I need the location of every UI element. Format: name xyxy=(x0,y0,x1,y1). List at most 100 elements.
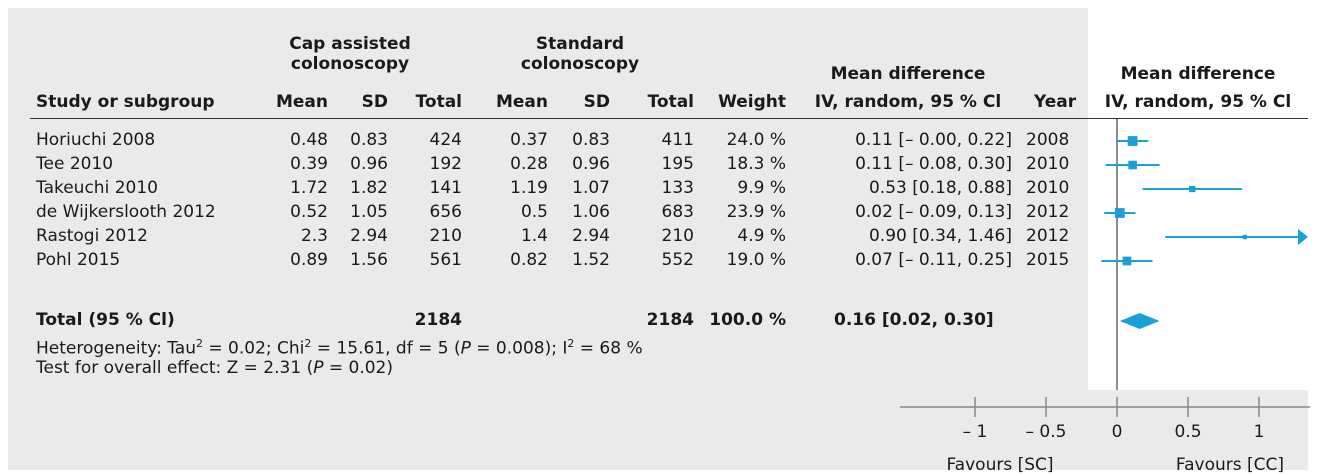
exp-sd: 1.82 xyxy=(350,178,388,198)
weight-value: 4.9 % xyxy=(737,226,786,246)
exp-total: 656 xyxy=(429,202,462,222)
column-header-year: Year xyxy=(1034,92,1077,112)
x-tick-label: 0.5 xyxy=(1174,422,1201,442)
ctl-mean: 1.19 xyxy=(510,178,548,198)
exp-sd: 0.83 xyxy=(350,130,388,150)
plot-column-title: Mean difference xyxy=(1120,64,1276,84)
study-name: de Wijkerslooth 2012 xyxy=(36,202,216,222)
ctl-sd: 0.96 xyxy=(572,154,610,174)
ctl-total: 195 xyxy=(661,154,694,174)
x-tick-label: – 1 xyxy=(963,422,988,442)
total-weight: 100.0 % xyxy=(709,310,786,330)
x-tick-label: 1 xyxy=(1254,422,1265,442)
year-value: 2015 xyxy=(1026,250,1070,270)
total-label: Total (95 % Cl) xyxy=(36,310,175,330)
study-marker xyxy=(1114,208,1125,218)
ctl-mean: 0.82 xyxy=(510,250,548,270)
ctl-sd: 1.07 xyxy=(572,178,610,198)
exp-mean: 1.72 xyxy=(290,178,328,198)
control-group-subtitle: colonoscopy xyxy=(520,54,640,74)
year-value: 2012 xyxy=(1026,226,1070,246)
pooled-diamond xyxy=(1119,313,1160,329)
exp-mean: 0.52 xyxy=(290,202,328,222)
ctl-total: 411 xyxy=(661,130,694,150)
md-ci-text: 0.07 [– 0.11, 0.25] xyxy=(855,250,1012,270)
ctl-sd: 1.06 xyxy=(572,202,610,222)
column-header-study: Study or subgroup xyxy=(36,92,215,112)
total-ctl: 2184 xyxy=(646,310,694,330)
column-header-exp-sd: SD xyxy=(361,92,388,112)
weight-value: 24.0 % xyxy=(726,130,786,150)
study-marker xyxy=(1242,234,1248,240)
exp-sd: 0.96 xyxy=(350,154,388,174)
year-value: 2008 xyxy=(1026,130,1070,150)
column-header-weight: Weight xyxy=(718,92,786,112)
study-name: Takeuchi 2010 xyxy=(36,178,158,198)
md-ci-text: 0.11 [– 0.00, 0.22] xyxy=(855,130,1012,150)
x-tick-label: – 0.5 xyxy=(1026,422,1067,442)
experimental-group-subtitle: colonoscopy xyxy=(290,54,410,74)
study-name: Rastogi 2012 xyxy=(36,226,148,246)
year-value: 2010 xyxy=(1026,154,1070,174)
column-header-ctl-sd: SD xyxy=(583,92,610,112)
ctl-sd: 2.94 xyxy=(572,226,610,246)
column-header-ctl-mean: Mean xyxy=(495,92,548,112)
year-value: 2012 xyxy=(1026,202,1070,222)
weight-value: 9.9 % xyxy=(737,178,786,198)
exp-total: 424 xyxy=(429,130,462,150)
ci-arrow xyxy=(1298,229,1308,245)
exp-total: 210 xyxy=(429,226,462,246)
study-name: Pohl 2015 xyxy=(36,250,121,270)
total-exp: 2184 xyxy=(414,310,462,330)
column-header-exp-total: Total xyxy=(415,92,462,112)
column-header-plot-method: IV, random, 95 % Cl xyxy=(1104,92,1292,112)
ctl-total: 552 xyxy=(661,250,694,270)
study-name: Tee 2010 xyxy=(36,154,114,174)
ctl-total: 683 xyxy=(661,202,694,222)
favours-right-label: Favours [CC] xyxy=(1176,455,1284,474)
column-header-exp-mean: Mean xyxy=(275,92,328,112)
header-separator xyxy=(30,118,1308,119)
exp-total: 141 xyxy=(429,178,462,198)
experimental-group-title: Cap assisted xyxy=(289,34,411,54)
column-header-ctl-total: Total xyxy=(647,92,694,112)
exp-mean: 0.39 xyxy=(290,154,328,174)
ctl-sd: 1.52 xyxy=(572,250,610,270)
ctl-mean: 0.5 xyxy=(520,202,548,222)
exp-mean: 0.48 xyxy=(290,130,328,150)
study-name: Horiuchi 2008 xyxy=(36,130,156,150)
year-value: 2010 xyxy=(1026,178,1070,198)
ctl-mean: 0.37 xyxy=(510,130,548,150)
ctl-mean: 0.28 xyxy=(510,154,548,174)
study-marker xyxy=(1122,256,1132,266)
exp-total: 561 xyxy=(429,250,462,270)
exp-sd: 1.05 xyxy=(350,202,388,222)
exp-sd: 2.94 xyxy=(350,226,388,246)
x-tick-label: 0 xyxy=(1112,422,1123,442)
study-marker xyxy=(1189,185,1196,193)
heterogeneity-text: Heterogeneity: Tau2 = 0.02; Chi2 = 15.61… xyxy=(36,337,643,359)
column-header-md-method: IV, random, 95 % Cl xyxy=(814,92,1002,112)
exp-total: 192 xyxy=(429,154,462,174)
forest-plot-panel xyxy=(1088,8,1308,390)
md-ci-text: 0.90 [0.34, 1.46] xyxy=(868,226,1012,246)
weight-value: 19.0 % xyxy=(726,250,786,270)
md-ci-text: 0.11 [– 0.08, 0.30] xyxy=(855,154,1012,174)
ctl-total: 210 xyxy=(661,226,694,246)
exp-sd: 1.56 xyxy=(350,250,388,270)
exp-mean: 2.3 xyxy=(300,226,328,246)
md-ci-text: 0.02 [– 0.09, 0.13] xyxy=(855,202,1012,222)
control-group-title: Standard xyxy=(535,34,625,54)
exp-mean: 0.89 xyxy=(290,250,328,270)
ctl-total: 133 xyxy=(661,178,694,198)
total-md-ci: 0.16 [0.02, 0.30] xyxy=(834,310,994,330)
ctl-mean: 1.4 xyxy=(520,226,548,246)
study-marker xyxy=(1127,136,1138,146)
md-column-title: Mean difference xyxy=(830,64,986,84)
weight-value: 18.3 % xyxy=(726,154,786,174)
overall-effect-text: Test for overall effect: Z = 2.31 (P = 0… xyxy=(36,358,394,378)
study-marker xyxy=(1128,160,1137,170)
ctl-sd: 0.83 xyxy=(572,130,610,150)
weight-value: 23.9 % xyxy=(726,202,786,222)
